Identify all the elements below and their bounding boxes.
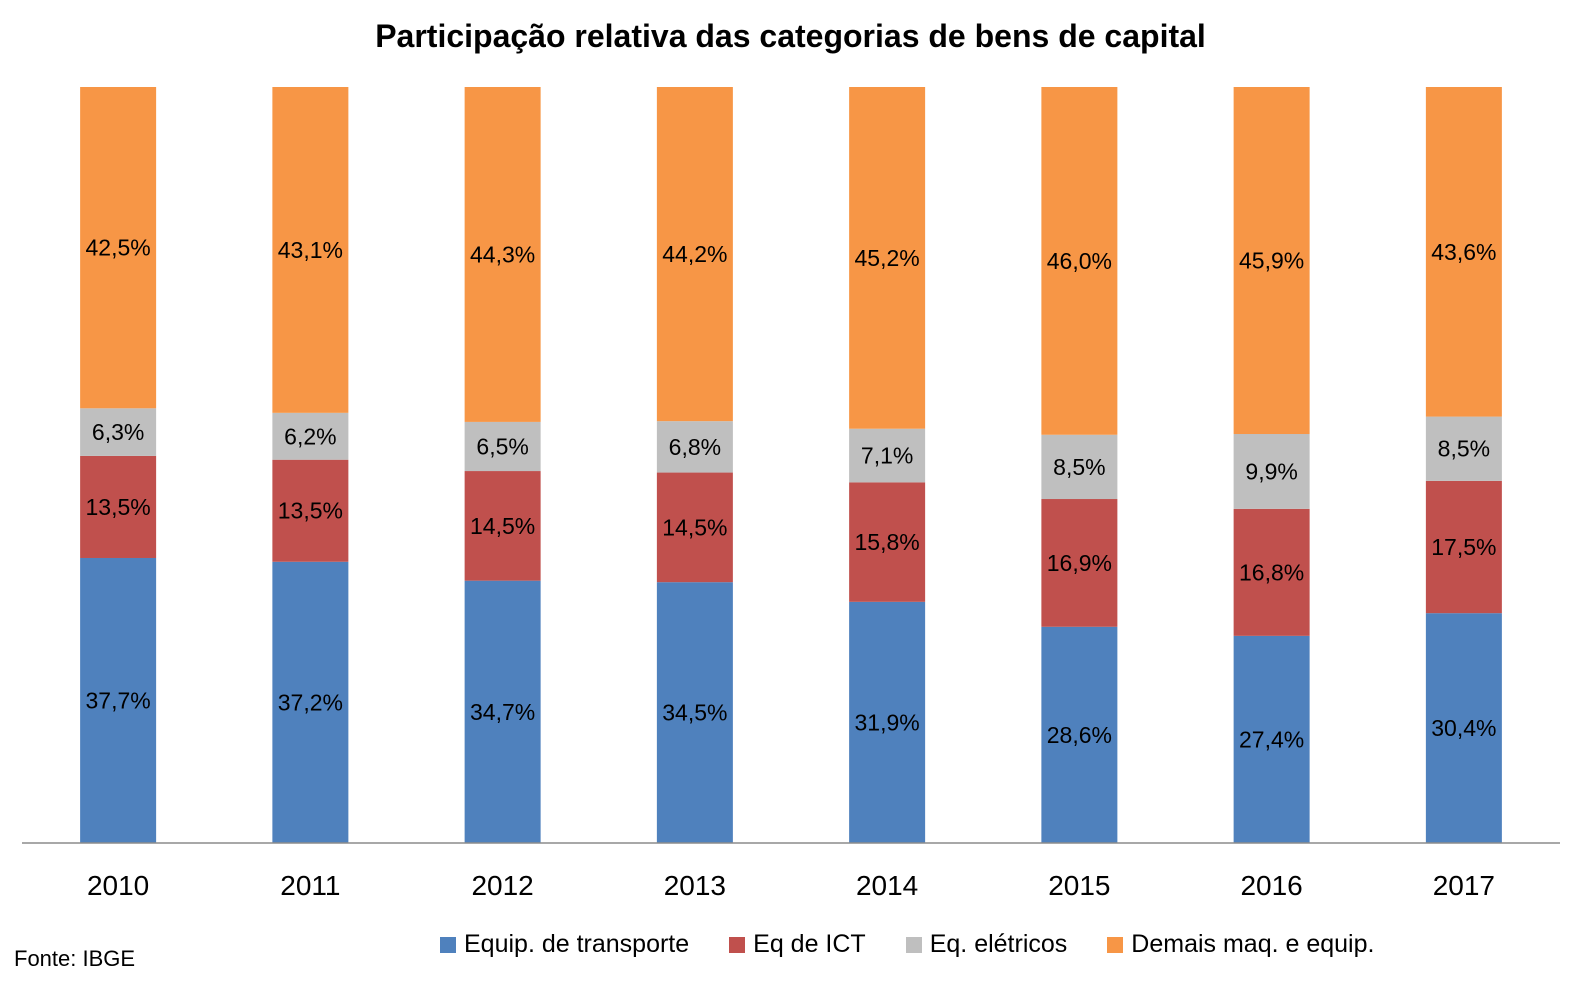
bar-segment-2016-equip-de-transporte	[1233, 635, 1310, 843]
bar-segment-2013-demais-maq-e-equip	[656, 87, 733, 422]
bar-segment-2017-eq-de-ict	[1425, 480, 1502, 614]
data-label-2013-eq-de-ict: 14,5%	[662, 514, 727, 540]
data-label-2010-equip-de-transporte: 37,7%	[86, 687, 151, 713]
legend-label-demais-maq-e-equip: Demais maq. e equip.	[1131, 930, 1375, 958]
data-label-2012-eq-de-ict: 14,5%	[470, 513, 535, 539]
x-tick-label-2011: 2011	[280, 870, 340, 901]
chart-title: Participação relativa das categorias de …	[375, 18, 1206, 54]
legend-item-eq-de-ict: Eq de ICT	[729, 930, 866, 959]
bar-segment-2014-eq-eletricos	[849, 428, 926, 483]
data-label-2013-demais-maq-e-equip: 44,2%	[662, 241, 727, 267]
x-tick-label-2016: 2016	[1240, 870, 1302, 901]
data-label-2015-equip-de-transporte: 28,6%	[1047, 722, 1112, 748]
bar-segment-2011-eq-eletricos	[272, 412, 349, 460]
data-label-2014-eq-eletricos: 7,1%	[861, 443, 913, 469]
data-label-2017-equip-de-transporte: 30,4%	[1431, 715, 1496, 741]
data-label-2015-eq-de-ict: 16,9%	[1047, 550, 1112, 576]
data-label-2012-demais-maq-e-equip: 44,3%	[470, 241, 535, 267]
data-label-2017-demais-maq-e-equip: 43,6%	[1431, 239, 1496, 265]
bar-segment-2012-demais-maq-e-equip	[464, 87, 541, 422]
bar-segment-2011-demais-maq-e-equip	[272, 87, 349, 413]
x-tick-label-2014: 2014	[856, 870, 918, 901]
legend-swatch-eq-de-ict	[729, 936, 746, 953]
data-label-2010-demais-maq-e-equip: 42,5%	[86, 235, 151, 261]
bar-segment-2017-equip-de-transporte	[1425, 613, 1502, 843]
bar-segment-2015-demais-maq-e-equip	[1041, 87, 1118, 435]
data-label-2016-equip-de-transporte: 27,4%	[1239, 726, 1304, 752]
legend-swatch-equip-de-transporte	[440, 936, 456, 953]
bar-segment-2012-eq-de-ict	[464, 471, 541, 581]
data-label-2016-eq-de-ict: 16,8%	[1239, 559, 1304, 585]
bar-segment-2014-equip-de-transporte	[849, 601, 926, 843]
bar-segment-2011-equip-de-transporte	[272, 561, 349, 843]
bar-segment-2013-eq-de-ict	[656, 472, 733, 583]
data-label-2017-eq-de-ict: 17,5%	[1431, 534, 1496, 560]
legend-item-eq-eletricos: Eq. elétricos	[905, 930, 1068, 959]
bar-segment-2014-eq-de-ict	[849, 482, 926, 602]
bar-segment-2016-eq-de-ict	[1233, 508, 1310, 636]
bars-layer	[80, 87, 1502, 843]
x-tick-label-2013: 2013	[664, 870, 726, 901]
legend-swatch-demais-maq-e-equip	[1107, 936, 1124, 953]
bar-segment-2011-eq-de-ict	[272, 459, 349, 562]
data-label-2012-eq-eletricos: 6,5%	[476, 433, 528, 459]
legend-label-eq-eletricos: Eq. elétricos	[929, 930, 1068, 958]
data-label-2014-equip-de-transporte: 31,9%	[855, 709, 920, 735]
data-label-2015-eq-eletricos: 8,5%	[1053, 454, 1105, 480]
bar-segment-2016-eq-eletricos	[1233, 434, 1310, 509]
data-label-2016-demais-maq-e-equip: 45,9%	[1239, 248, 1304, 274]
legend-label-eq-de-ict: Eq de ICT	[753, 930, 866, 958]
bar-segment-2015-eq-eletricos	[1041, 434, 1118, 500]
bar-segment-2013-equip-de-transporte	[656, 582, 733, 843]
data-label-2013-eq-eletricos: 6,8%	[669, 434, 721, 460]
bar-segment-2017-demais-maq-e-equip	[1425, 87, 1502, 417]
x-tick-label-2015: 2015	[1048, 870, 1110, 901]
x-tick-label-2017: 2017	[1433, 870, 1495, 901]
legend: Equip. de transporte Eq de ICT Eq. elétric…	[440, 930, 1374, 959]
bar-segment-2012-equip-de-transporte	[464, 580, 541, 843]
bar-segment-2015-equip-de-transporte	[1041, 626, 1118, 843]
data-label-2010-eq-eletricos: 6,3%	[92, 419, 144, 445]
bar-segment-2010-demais-maq-e-equip	[80, 87, 157, 409]
data-label-2014-demais-maq-e-equip: 45,2%	[855, 245, 920, 271]
bar-segment-2016-demais-maq-e-equip	[1233, 87, 1310, 435]
data-label-2015-demais-maq-e-equip: 46,0%	[1047, 248, 1112, 274]
data-label-2011-eq-eletricos: 6,2%	[284, 423, 336, 449]
data-label-2013-equip-de-transporte: 34,5%	[662, 700, 727, 726]
data-label-2011-eq-de-ict: 13,5%	[278, 498, 343, 524]
bar-segment-2013-eq-eletricos	[656, 421, 733, 473]
data-label-2014-eq-de-ict: 15,8%	[855, 529, 920, 555]
data-label-2011-demais-maq-e-equip: 43,1%	[278, 237, 343, 263]
bar-segment-2014-demais-maq-e-equip	[849, 87, 926, 429]
bar-segment-2010-eq-de-ict	[80, 455, 157, 558]
bar-segment-2015-eq-de-ict	[1041, 499, 1118, 627]
bar-segment-2010-equip-de-transporte	[80, 557, 157, 843]
bar-segment-2017-eq-eletricos	[1425, 416, 1502, 481]
legend-swatch-eq-eletricos	[905, 936, 922, 953]
data-label-2016-eq-eletricos: 9,9%	[1245, 458, 1297, 484]
source-note: Fonte: IBGE	[14, 946, 136, 971]
data-label-2011-equip-de-transporte: 37,2%	[278, 689, 343, 715]
x-tick-label-2010: 2010	[87, 870, 149, 901]
legend-label-equip-de-transporte: Equip. de transporte	[464, 930, 690, 958]
x-tick-label-2012: 2012	[471, 870, 533, 901]
bar-segment-2012-eq-eletricos	[464, 421, 541, 472]
data-label-2012-equip-de-transporte: 34,7%	[470, 699, 535, 725]
data-label-2010-eq-de-ict: 13,5%	[86, 494, 151, 520]
bar-segment-2010-eq-eletricos	[80, 408, 157, 456]
legend-item-equip-de-transporte: Equip. de transporte	[440, 930, 689, 959]
legend-item-demais-maq-e-equip: Demais maq. e equip.	[1107, 930, 1374, 959]
labels-layer: 37,7% 13,5% 6,3% 42,5% 2010 37,2% 13,5% 6,2% 43,…	[86, 235, 1497, 901]
data-label-2017-eq-eletricos: 8,5%	[1438, 436, 1490, 462]
